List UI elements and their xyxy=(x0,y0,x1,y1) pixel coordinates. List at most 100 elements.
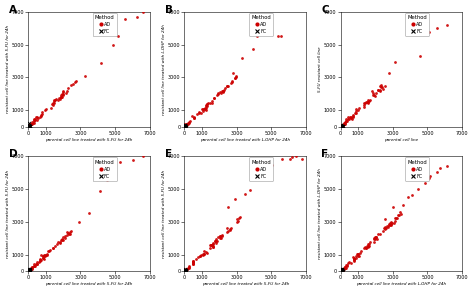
Point xyxy=(232,75,239,80)
Point xyxy=(33,115,41,120)
Point xyxy=(27,123,34,128)
Point xyxy=(209,243,216,248)
Point xyxy=(366,240,374,245)
Point xyxy=(40,257,47,261)
Point xyxy=(25,268,32,273)
Point xyxy=(213,238,220,243)
Point xyxy=(28,267,36,272)
Text: B: B xyxy=(165,5,173,15)
Point xyxy=(181,124,189,129)
Point xyxy=(64,85,72,90)
Point xyxy=(182,124,189,129)
Point xyxy=(182,123,190,127)
Point xyxy=(202,104,210,109)
Point xyxy=(199,252,206,257)
Point xyxy=(209,242,217,247)
Point xyxy=(340,266,347,271)
Text: D: D xyxy=(9,150,18,159)
Point xyxy=(185,266,193,271)
Point xyxy=(219,233,226,238)
Point xyxy=(219,89,227,94)
Point xyxy=(352,109,360,114)
Point xyxy=(181,124,189,128)
Point xyxy=(337,268,345,273)
Point xyxy=(217,91,225,95)
Point xyxy=(25,269,32,273)
Legend: AD, FC: AD, FC xyxy=(249,13,273,36)
Point xyxy=(58,94,65,99)
Point xyxy=(45,249,52,254)
Point xyxy=(357,249,365,254)
Point xyxy=(217,234,224,239)
Point xyxy=(181,123,189,128)
Point xyxy=(182,268,189,272)
Point xyxy=(189,260,197,265)
Point xyxy=(36,257,44,262)
Point xyxy=(365,242,373,246)
Point xyxy=(51,101,58,105)
Point xyxy=(51,244,58,248)
Point xyxy=(381,217,388,221)
Point xyxy=(25,268,32,273)
Point xyxy=(214,235,221,240)
Point xyxy=(421,181,428,186)
Point xyxy=(337,123,345,128)
Point xyxy=(370,239,378,244)
Point xyxy=(62,91,69,95)
Point xyxy=(392,60,399,65)
Point xyxy=(341,121,349,126)
Point xyxy=(342,265,350,270)
Point xyxy=(337,269,345,273)
Point xyxy=(41,253,49,257)
Point xyxy=(182,268,190,273)
Point xyxy=(337,124,345,128)
Point xyxy=(337,123,345,127)
Point xyxy=(59,92,67,97)
Point xyxy=(343,263,350,268)
Point xyxy=(25,124,32,129)
X-axis label: parental cell line: parental cell line xyxy=(384,138,419,142)
Point xyxy=(209,245,217,249)
Point xyxy=(219,89,227,94)
Point xyxy=(104,177,111,182)
Point xyxy=(37,113,45,118)
Point xyxy=(363,100,371,105)
Point xyxy=(197,110,205,115)
Point xyxy=(365,100,372,105)
Point xyxy=(204,101,211,106)
Point xyxy=(345,260,353,265)
Point xyxy=(209,244,216,249)
Point xyxy=(363,245,370,250)
Point xyxy=(350,259,357,263)
Point xyxy=(385,71,392,76)
Point xyxy=(184,121,191,126)
Point xyxy=(182,268,189,272)
Point xyxy=(396,212,403,217)
Point xyxy=(28,120,36,125)
Point xyxy=(25,124,33,128)
Point xyxy=(342,117,349,122)
Point xyxy=(425,175,433,180)
Point xyxy=(350,256,358,261)
Point xyxy=(182,123,189,128)
Point xyxy=(182,266,190,271)
Point xyxy=(181,268,189,272)
Point xyxy=(49,102,56,107)
Point xyxy=(182,267,190,272)
Point xyxy=(361,245,369,249)
Point xyxy=(352,111,360,115)
Point xyxy=(434,170,441,175)
Point xyxy=(341,265,348,270)
Point xyxy=(181,124,189,129)
Point xyxy=(365,245,372,250)
Point xyxy=(64,231,72,235)
Point xyxy=(33,259,41,264)
Point xyxy=(372,235,380,239)
Point xyxy=(25,269,33,273)
Point xyxy=(350,257,358,262)
Point xyxy=(182,268,190,273)
Point xyxy=(383,224,391,229)
Point xyxy=(25,124,33,128)
Point xyxy=(181,268,188,273)
Point xyxy=(340,269,347,273)
